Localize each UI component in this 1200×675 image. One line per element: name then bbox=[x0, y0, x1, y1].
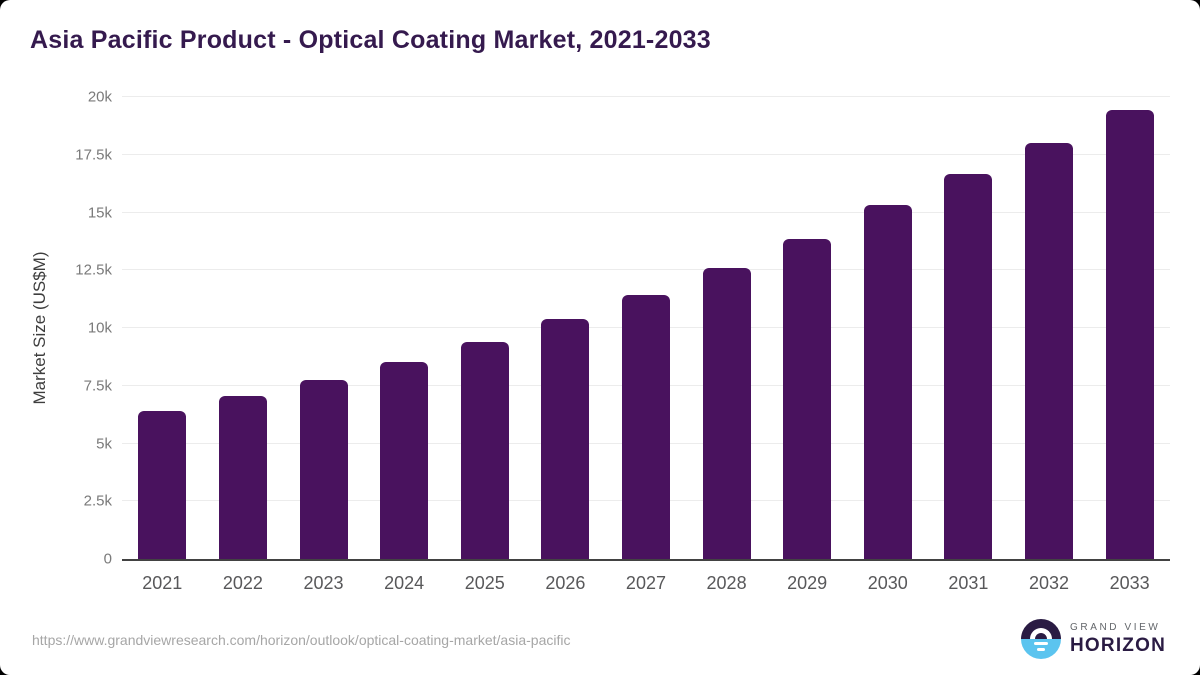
bar-2021[interactable] bbox=[138, 410, 187, 559]
bar-column-2026: 2026 bbox=[525, 97, 606, 593]
y-tick-label: 17.5k bbox=[75, 146, 112, 164]
bar-column-2023: 2023 bbox=[283, 97, 364, 593]
y-tick-label: 0 bbox=[103, 550, 112, 568]
bar-column-2027: 2027 bbox=[606, 97, 687, 593]
y-tick-label: 15k bbox=[87, 204, 112, 221]
source-url: https://www.grandviewresearch.com/horizo… bbox=[32, 632, 571, 648]
y-tick-label: 10k bbox=[87, 319, 112, 337]
x-tick-label: 2024 bbox=[384, 573, 425, 593]
x-tick-label: 2025 bbox=[464, 573, 505, 593]
logo-sun-arch bbox=[1030, 628, 1052, 639]
bar-2033[interactable] bbox=[1105, 109, 1154, 559]
x-tick-label: 2021 bbox=[142, 573, 183, 593]
bar-2025[interactable] bbox=[460, 342, 509, 559]
x-tick-label: 2027 bbox=[625, 573, 666, 593]
x-tick-label: 2022 bbox=[222, 573, 263, 593]
logo-reflection-line bbox=[1037, 648, 1045, 651]
x-tick-label: 2029 bbox=[787, 573, 828, 593]
bar-column-2032: 2032 bbox=[1009, 97, 1090, 593]
logo-text-horizon: HORIZON bbox=[1070, 634, 1167, 656]
gridline bbox=[122, 211, 1170, 213]
gridline bbox=[122, 96, 1170, 97]
bar-2026[interactable] bbox=[541, 318, 590, 559]
bar-column-2033: 2033 bbox=[1089, 97, 1170, 593]
bar-column-2022: 2022 bbox=[203, 97, 284, 593]
sunrise-horizon-icon bbox=[1021, 619, 1061, 659]
y-tick-label: 2.5k bbox=[83, 492, 112, 510]
x-tick-label: 2028 bbox=[706, 573, 747, 593]
chart-title: Asia Pacific Product - Optical Coating M… bbox=[30, 26, 711, 54]
x-tick-label: 2031 bbox=[948, 573, 989, 593]
bar-column-2025: 2025 bbox=[444, 97, 525, 593]
x-tick-label: 2026 bbox=[545, 573, 586, 593]
bar-2022[interactable] bbox=[218, 395, 267, 559]
logo-text: GRAND VIEW HORIZON bbox=[1070, 622, 1166, 657]
bar-column-2031: 2031 bbox=[928, 97, 1009, 593]
bar-column-2029: 2029 bbox=[767, 97, 848, 593]
x-tick-label: 2032 bbox=[1028, 573, 1070, 593]
bar-2027[interactable] bbox=[621, 295, 670, 559]
x-tick-label: 2023 bbox=[303, 573, 344, 593]
y-axis-labels: 0 2.5k 5k 7.5k 10k 12.5k 15k 17.5k 20k bbox=[0, 89, 112, 568]
bar-2024[interactable] bbox=[380, 361, 429, 559]
y-tick-label: 7.5k bbox=[83, 377, 112, 395]
grand-view-horizon-logo: GRAND VIEW HORIZON bbox=[1021, 619, 1166, 659]
bar-column-2024: 2024 bbox=[364, 97, 445, 593]
bars-layer: 2021 2022 2023 2024 2025 2026 2027 2028 2029 2030… bbox=[122, 97, 1170, 593]
bar-2029[interactable] bbox=[783, 238, 832, 559]
bar-column-2021: 2021 bbox=[122, 97, 203, 593]
bar-2030[interactable] bbox=[863, 204, 912, 559]
y-tick-label: 12.5k bbox=[75, 261, 112, 279]
bar-2028[interactable] bbox=[702, 267, 751, 559]
bar-column-2028: 2028 bbox=[686, 97, 767, 593]
bar-2032[interactable] bbox=[1025, 143, 1073, 559]
bar-column-2030: 2030 bbox=[847, 97, 928, 593]
gridline bbox=[122, 153, 1170, 155]
gridline bbox=[122, 269, 1170, 271]
logo-text-grand-view: GRAND VIEW bbox=[1070, 621, 1161, 633]
logo-reflection-line bbox=[1034, 642, 1048, 645]
bar-2023[interactable] bbox=[299, 379, 348, 559]
bar-2031[interactable] bbox=[944, 174, 993, 559]
x-tick-label: 2033 bbox=[1109, 573, 1150, 593]
plot-area: 2021 2022 2023 2024 2025 2026 2027 2028 2029 2030… bbox=[122, 96, 1170, 593]
x-tick-label: 2030 bbox=[867, 573, 908, 593]
y-tick-label: 5k bbox=[96, 435, 112, 452]
y-tick-label: 20k bbox=[87, 88, 112, 106]
